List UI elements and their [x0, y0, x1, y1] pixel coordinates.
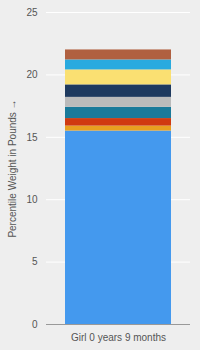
svg-text:5: 5 [32, 256, 38, 267]
svg-text:Girl 0 years 9 months: Girl 0 years 9 months [71, 332, 166, 343]
svg-text:10: 10 [26, 194, 38, 205]
svg-text:15: 15 [26, 132, 38, 143]
svg-text:20: 20 [26, 69, 38, 80]
svg-text:25: 25 [26, 7, 38, 18]
svg-text:0: 0 [32, 319, 38, 330]
svg-text:Percentile Weight in Pounds →: Percentile Weight in Pounds → [7, 99, 18, 237]
